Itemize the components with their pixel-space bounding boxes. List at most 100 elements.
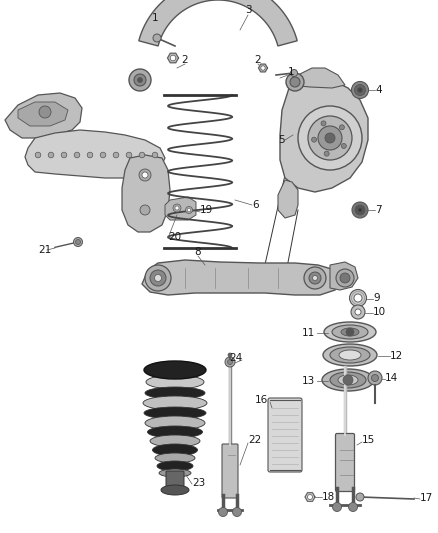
- Text: 7: 7: [375, 205, 381, 215]
- Text: 3: 3: [245, 5, 251, 15]
- Circle shape: [139, 152, 145, 158]
- Circle shape: [140, 205, 150, 215]
- Circle shape: [286, 73, 304, 91]
- FancyBboxPatch shape: [222, 444, 238, 498]
- Polygon shape: [165, 197, 196, 220]
- Ellipse shape: [144, 407, 206, 419]
- Ellipse shape: [150, 435, 200, 447]
- Circle shape: [352, 202, 368, 218]
- Polygon shape: [167, 53, 179, 63]
- Circle shape: [298, 106, 362, 170]
- Ellipse shape: [152, 444, 198, 456]
- Circle shape: [48, 152, 54, 158]
- Circle shape: [308, 116, 352, 160]
- Circle shape: [155, 274, 162, 281]
- Ellipse shape: [332, 325, 368, 339]
- Circle shape: [309, 272, 321, 284]
- Ellipse shape: [324, 322, 376, 342]
- Circle shape: [170, 55, 176, 61]
- Ellipse shape: [341, 328, 359, 336]
- Circle shape: [74, 238, 82, 246]
- Circle shape: [228, 353, 232, 357]
- Circle shape: [357, 87, 363, 93]
- Text: 24: 24: [229, 353, 242, 363]
- Text: 2: 2: [182, 55, 188, 65]
- Text: 20: 20: [168, 232, 181, 242]
- Circle shape: [219, 507, 227, 516]
- Text: 1: 1: [288, 67, 295, 77]
- Circle shape: [371, 375, 378, 382]
- Ellipse shape: [338, 375, 358, 385]
- Ellipse shape: [146, 375, 204, 389]
- Circle shape: [339, 125, 344, 130]
- Circle shape: [74, 152, 80, 158]
- Text: 10: 10: [373, 307, 386, 317]
- Polygon shape: [25, 130, 165, 178]
- Ellipse shape: [157, 461, 193, 471]
- Circle shape: [290, 69, 297, 77]
- Circle shape: [75, 239, 81, 245]
- Polygon shape: [5, 93, 82, 138]
- Polygon shape: [330, 262, 358, 290]
- Circle shape: [113, 152, 119, 158]
- Ellipse shape: [144, 361, 206, 379]
- Text: 4: 4: [375, 85, 381, 95]
- Circle shape: [351, 305, 365, 319]
- Circle shape: [261, 66, 265, 70]
- Circle shape: [152, 152, 158, 158]
- Circle shape: [352, 82, 368, 99]
- Polygon shape: [18, 102, 68, 126]
- Circle shape: [153, 34, 161, 42]
- Circle shape: [368, 371, 382, 385]
- Circle shape: [356, 493, 364, 501]
- Circle shape: [87, 152, 93, 158]
- Circle shape: [175, 206, 179, 210]
- Text: 22: 22: [248, 435, 261, 445]
- Circle shape: [340, 273, 350, 283]
- Circle shape: [290, 77, 300, 87]
- Circle shape: [332, 503, 342, 512]
- Ellipse shape: [339, 350, 361, 360]
- Circle shape: [354, 85, 365, 95]
- Circle shape: [324, 151, 329, 156]
- Text: 12: 12: [390, 351, 403, 361]
- Circle shape: [349, 503, 357, 512]
- Circle shape: [358, 208, 362, 212]
- Circle shape: [187, 208, 191, 212]
- Text: 8: 8: [194, 247, 201, 257]
- Circle shape: [142, 172, 148, 178]
- Circle shape: [233, 507, 241, 516]
- Circle shape: [341, 143, 346, 149]
- Polygon shape: [142, 260, 340, 295]
- Text: 1: 1: [152, 13, 158, 23]
- Circle shape: [343, 375, 353, 385]
- Ellipse shape: [155, 453, 195, 463]
- Circle shape: [35, 152, 41, 158]
- Text: 18: 18: [322, 492, 335, 502]
- Text: 5: 5: [279, 135, 285, 145]
- FancyBboxPatch shape: [336, 433, 354, 491]
- Circle shape: [346, 328, 354, 336]
- Circle shape: [139, 169, 151, 181]
- Circle shape: [311, 137, 317, 142]
- Text: 15: 15: [362, 435, 375, 445]
- Text: 13: 13: [302, 376, 315, 386]
- Circle shape: [355, 309, 361, 315]
- Text: 9: 9: [373, 293, 380, 303]
- Circle shape: [173, 204, 181, 212]
- Circle shape: [325, 133, 335, 143]
- Text: 11: 11: [302, 328, 315, 338]
- Circle shape: [336, 269, 354, 287]
- Circle shape: [318, 126, 342, 150]
- Ellipse shape: [148, 426, 202, 438]
- Circle shape: [354, 294, 362, 302]
- Circle shape: [186, 206, 192, 214]
- Circle shape: [307, 495, 312, 499]
- Polygon shape: [122, 155, 170, 232]
- Circle shape: [138, 77, 142, 83]
- Ellipse shape: [145, 416, 205, 430]
- Circle shape: [39, 106, 51, 118]
- FancyBboxPatch shape: [268, 398, 302, 472]
- Circle shape: [350, 289, 367, 306]
- Polygon shape: [139, 0, 297, 46]
